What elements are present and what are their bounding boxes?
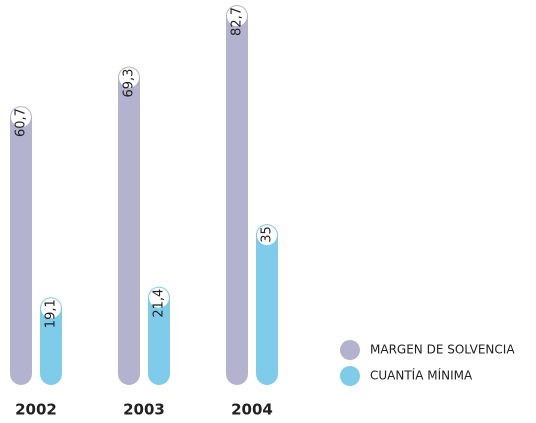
x-tick-label: 2003: [123, 401, 165, 419]
bar-cap: [149, 287, 169, 308]
bar-cap: [11, 107, 31, 128]
bar: [256, 224, 278, 385]
bar-cap: [41, 298, 61, 319]
legend-swatch: [340, 340, 360, 360]
legend-label: CUANTÍA MÍNIMA: [370, 368, 473, 383]
bar: [40, 297, 62, 385]
bar: [226, 5, 248, 385]
value-label: 82,7: [230, 7, 245, 36]
bar-cap: [257, 225, 277, 246]
bar: [10, 106, 32, 386]
legend-label: MARGEN DE SOLVENCIA: [370, 343, 515, 357]
value-label: 60,7: [14, 108, 29, 137]
legend-swatch: [340, 366, 360, 386]
value-label: 21,4: [152, 289, 167, 318]
value-label: 19,1: [44, 299, 59, 328]
value-label: 35: [260, 226, 275, 243]
bar-cap: [227, 6, 247, 26]
x-tick-label: 2002: [15, 401, 57, 419]
bar-cap: [119, 67, 139, 88]
x-tick-label: 2004: [231, 401, 273, 419]
bar: [118, 66, 140, 385]
bar: [148, 286, 170, 385]
value-label: 69,3: [122, 69, 137, 98]
